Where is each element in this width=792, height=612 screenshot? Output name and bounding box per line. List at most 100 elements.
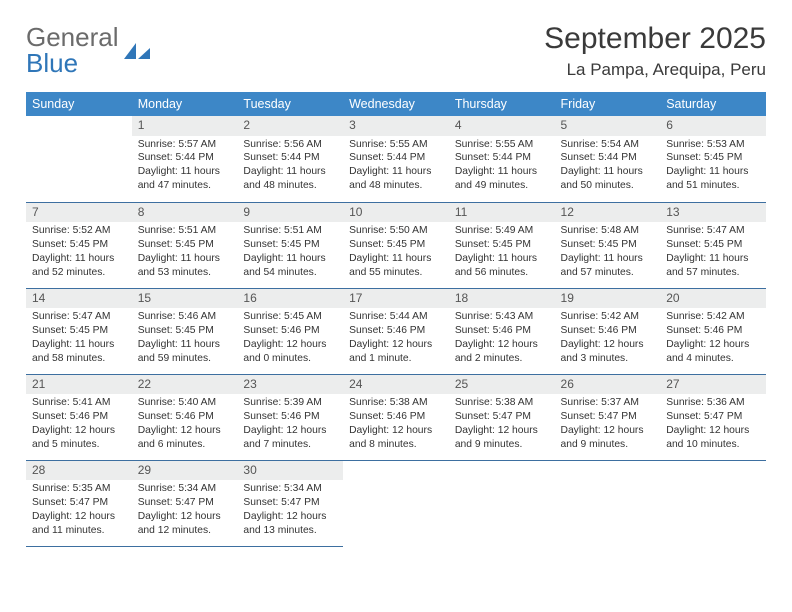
day-number: 22: [132, 375, 238, 395]
calendar-cell: [26, 116, 132, 202]
day-details: Sunrise: 5:34 AMSunset: 5:47 PMDaylight:…: [132, 480, 238, 542]
day-number: 16: [237, 289, 343, 309]
header: General Blue September 2025 La Pampa, Ar…: [26, 22, 766, 80]
day-number: 19: [555, 289, 661, 309]
calendar-cell: 28Sunrise: 5:35 AMSunset: 5:47 PMDayligh…: [26, 460, 132, 546]
calendar-row: 14Sunrise: 5:47 AMSunset: 5:45 PMDayligh…: [26, 288, 766, 374]
day-details: Sunrise: 5:55 AMSunset: 5:44 PMDaylight:…: [449, 136, 555, 198]
day-number: 7: [26, 203, 132, 223]
calendar-body: 1Sunrise: 5:57 AMSunset: 5:44 PMDaylight…: [26, 116, 766, 546]
calendar-cell: 29Sunrise: 5:34 AMSunset: 5:47 PMDayligh…: [132, 460, 238, 546]
weekday-header: Friday: [555, 92, 661, 116]
calendar-row: 7Sunrise: 5:52 AMSunset: 5:45 PMDaylight…: [26, 202, 766, 288]
day-details: Sunrise: 5:54 AMSunset: 5:44 PMDaylight:…: [555, 136, 661, 198]
day-number: 29: [132, 461, 238, 481]
day-details: Sunrise: 5:36 AMSunset: 5:47 PMDaylight:…: [660, 394, 766, 456]
day-details: Sunrise: 5:49 AMSunset: 5:45 PMDaylight:…: [449, 222, 555, 284]
day-number: 11: [449, 203, 555, 223]
day-number: 28: [26, 461, 132, 481]
day-details: Sunrise: 5:53 AMSunset: 5:45 PMDaylight:…: [660, 136, 766, 198]
brand-logo: General Blue: [26, 22, 152, 76]
day-details: Sunrise: 5:45 AMSunset: 5:46 PMDaylight:…: [237, 308, 343, 370]
weekday-header: Saturday: [660, 92, 766, 116]
day-number: 26: [555, 375, 661, 395]
calendar-cell: [660, 460, 766, 546]
day-details: Sunrise: 5:42 AMSunset: 5:46 PMDaylight:…: [555, 308, 661, 370]
day-details: Sunrise: 5:39 AMSunset: 5:46 PMDaylight:…: [237, 394, 343, 456]
calendar-cell: 23Sunrise: 5:39 AMSunset: 5:46 PMDayligh…: [237, 374, 343, 460]
day-details: Sunrise: 5:38 AMSunset: 5:47 PMDaylight:…: [449, 394, 555, 456]
day-number: [26, 116, 132, 136]
calendar-cell: 26Sunrise: 5:37 AMSunset: 5:47 PMDayligh…: [555, 374, 661, 460]
day-details: Sunrise: 5:47 AMSunset: 5:45 PMDaylight:…: [26, 308, 132, 370]
calendar-cell: 5Sunrise: 5:54 AMSunset: 5:44 PMDaylight…: [555, 116, 661, 202]
day-details: Sunrise: 5:37 AMSunset: 5:47 PMDaylight:…: [555, 394, 661, 456]
month-title: September 2025: [544, 22, 766, 56]
day-number: 5: [555, 116, 661, 136]
calendar-cell: 8Sunrise: 5:51 AMSunset: 5:45 PMDaylight…: [132, 202, 238, 288]
brand-word-2: Blue: [26, 48, 78, 78]
calendar-cell: 19Sunrise: 5:42 AMSunset: 5:46 PMDayligh…: [555, 288, 661, 374]
day-details: Sunrise: 5:56 AMSunset: 5:44 PMDaylight:…: [237, 136, 343, 198]
calendar-cell: 20Sunrise: 5:42 AMSunset: 5:46 PMDayligh…: [660, 288, 766, 374]
day-number: 10: [343, 203, 449, 223]
calendar-row: 28Sunrise: 5:35 AMSunset: 5:47 PMDayligh…: [26, 460, 766, 546]
calendar-row: 1Sunrise: 5:57 AMSunset: 5:44 PMDaylight…: [26, 116, 766, 202]
calendar-cell: 1Sunrise: 5:57 AMSunset: 5:44 PMDaylight…: [132, 116, 238, 202]
day-number: 17: [343, 289, 449, 309]
day-details: Sunrise: 5:41 AMSunset: 5:46 PMDaylight:…: [26, 394, 132, 456]
calendar-cell: 3Sunrise: 5:55 AMSunset: 5:44 PMDaylight…: [343, 116, 449, 202]
calendar-cell: 9Sunrise: 5:51 AMSunset: 5:45 PMDaylight…: [237, 202, 343, 288]
day-details: Sunrise: 5:46 AMSunset: 5:45 PMDaylight:…: [132, 308, 238, 370]
calendar-cell: 21Sunrise: 5:41 AMSunset: 5:46 PMDayligh…: [26, 374, 132, 460]
calendar-cell: 14Sunrise: 5:47 AMSunset: 5:45 PMDayligh…: [26, 288, 132, 374]
day-details: Sunrise: 5:34 AMSunset: 5:47 PMDaylight:…: [237, 480, 343, 542]
weekday-header-row: SundayMondayTuesdayWednesdayThursdayFrid…: [26, 92, 766, 116]
calendar-cell: 2Sunrise: 5:56 AMSunset: 5:44 PMDaylight…: [237, 116, 343, 202]
day-details: Sunrise: 5:47 AMSunset: 5:45 PMDaylight:…: [660, 222, 766, 284]
day-number: 6: [660, 116, 766, 136]
calendar-cell: 22Sunrise: 5:40 AMSunset: 5:46 PMDayligh…: [132, 374, 238, 460]
day-number: 9: [237, 203, 343, 223]
day-number: 27: [660, 375, 766, 395]
calendar-cell: 10Sunrise: 5:50 AMSunset: 5:45 PMDayligh…: [343, 202, 449, 288]
day-details: Sunrise: 5:55 AMSunset: 5:44 PMDaylight:…: [343, 136, 449, 198]
calendar-row: 21Sunrise: 5:41 AMSunset: 5:46 PMDayligh…: [26, 374, 766, 460]
calendar-cell: 11Sunrise: 5:49 AMSunset: 5:45 PMDayligh…: [449, 202, 555, 288]
calendar-cell: 6Sunrise: 5:53 AMSunset: 5:45 PMDaylight…: [660, 116, 766, 202]
weekday-header: Sunday: [26, 92, 132, 116]
day-number: 14: [26, 289, 132, 309]
calendar-table: SundayMondayTuesdayWednesdayThursdayFrid…: [26, 92, 766, 547]
day-details: Sunrise: 5:51 AMSunset: 5:45 PMDaylight:…: [132, 222, 238, 284]
calendar-cell: [555, 460, 661, 546]
day-number: 13: [660, 203, 766, 223]
calendar-cell: 13Sunrise: 5:47 AMSunset: 5:45 PMDayligh…: [660, 202, 766, 288]
day-number: 12: [555, 203, 661, 223]
day-number: 24: [343, 375, 449, 395]
day-number: 8: [132, 203, 238, 223]
day-number: 30: [237, 461, 343, 481]
calendar-cell: 27Sunrise: 5:36 AMSunset: 5:47 PMDayligh…: [660, 374, 766, 460]
day-details: Sunrise: 5:35 AMSunset: 5:47 PMDaylight:…: [26, 480, 132, 542]
weekday-header: Monday: [132, 92, 238, 116]
calendar-cell: 17Sunrise: 5:44 AMSunset: 5:46 PMDayligh…: [343, 288, 449, 374]
day-number: 20: [660, 289, 766, 309]
day-number: 21: [26, 375, 132, 395]
day-details: Sunrise: 5:48 AMSunset: 5:45 PMDaylight:…: [555, 222, 661, 284]
calendar-cell: 15Sunrise: 5:46 AMSunset: 5:45 PMDayligh…: [132, 288, 238, 374]
day-details: Sunrise: 5:43 AMSunset: 5:46 PMDaylight:…: [449, 308, 555, 370]
day-number: 25: [449, 375, 555, 395]
calendar-cell: 24Sunrise: 5:38 AMSunset: 5:46 PMDayligh…: [343, 374, 449, 460]
day-details: Sunrise: 5:50 AMSunset: 5:45 PMDaylight:…: [343, 222, 449, 284]
day-details: Sunrise: 5:44 AMSunset: 5:46 PMDaylight:…: [343, 308, 449, 370]
day-number: 15: [132, 289, 238, 309]
day-number: 1: [132, 116, 238, 136]
weekday-header: Wednesday: [343, 92, 449, 116]
calendar-cell: 16Sunrise: 5:45 AMSunset: 5:46 PMDayligh…: [237, 288, 343, 374]
day-details: Sunrise: 5:38 AMSunset: 5:46 PMDaylight:…: [343, 394, 449, 456]
weekday-header: Tuesday: [237, 92, 343, 116]
calendar-cell: [449, 460, 555, 546]
calendar-cell: [343, 460, 449, 546]
day-number: 3: [343, 116, 449, 136]
brand-sail-icon: [122, 41, 152, 63]
